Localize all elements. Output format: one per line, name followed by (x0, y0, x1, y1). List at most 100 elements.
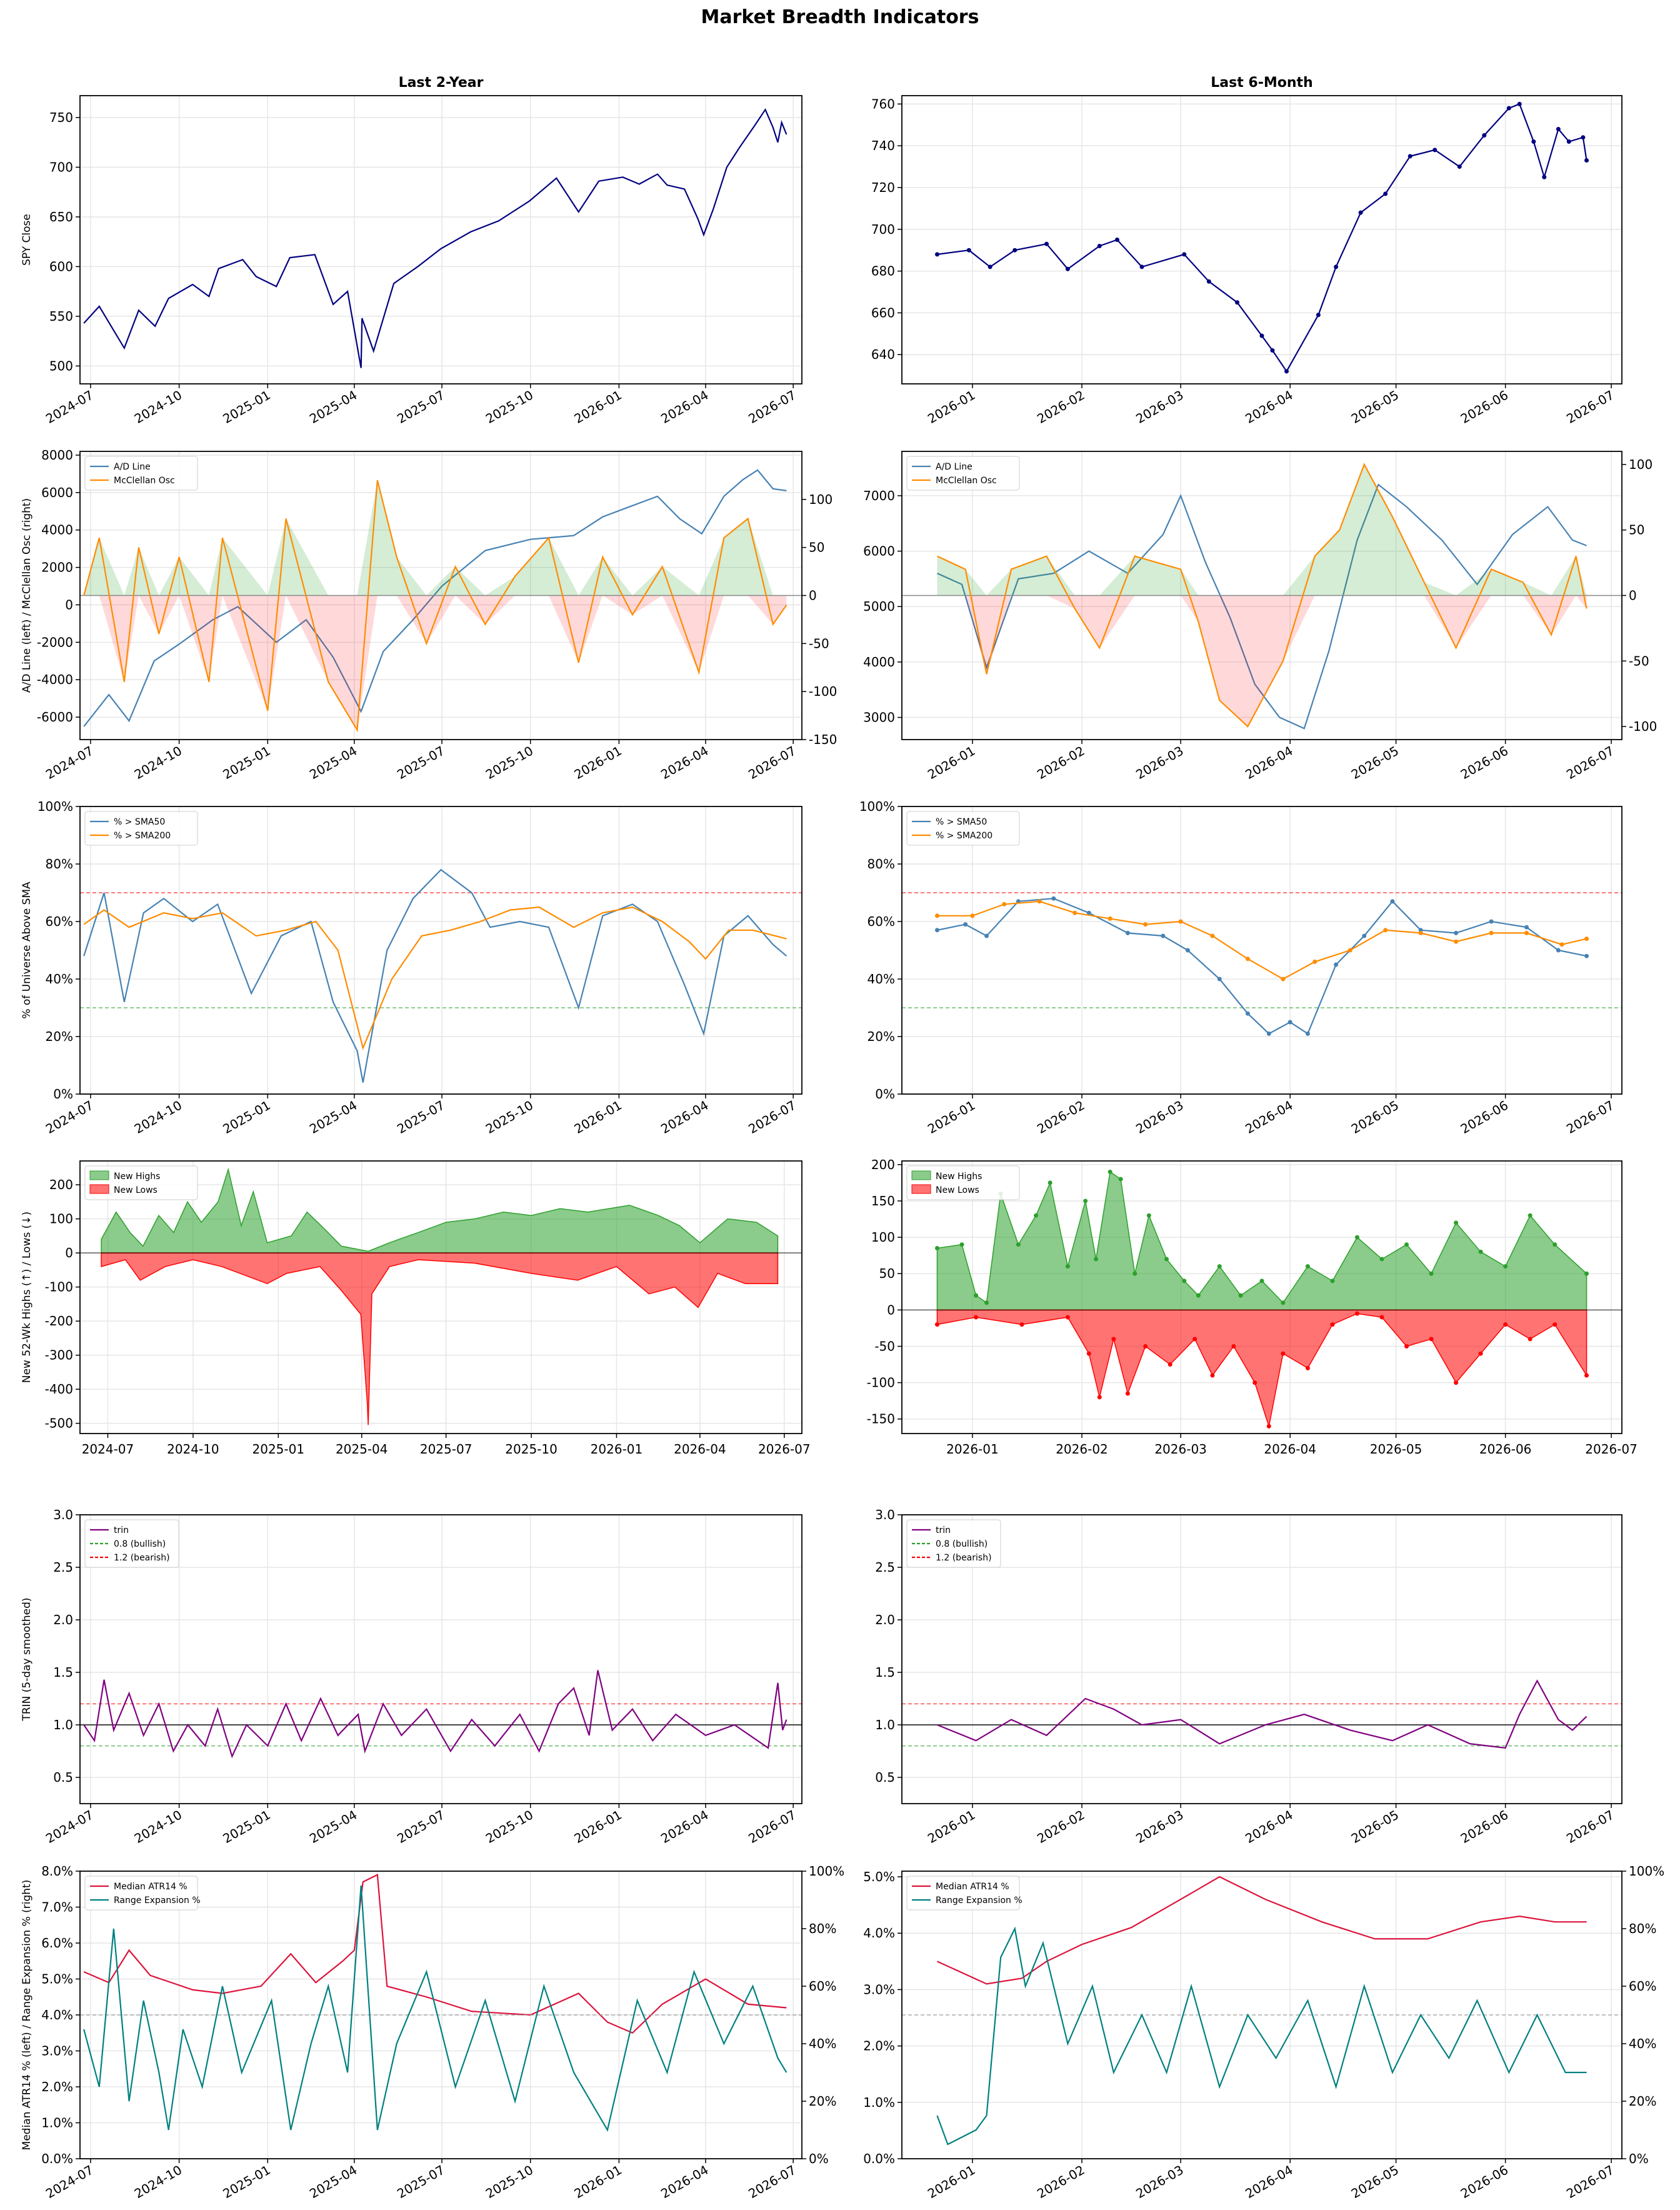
data-point (934, 928, 939, 933)
legend-label: 1.2 (bearish) (936, 1553, 992, 1563)
y-tick-label: 7.0% (41, 1900, 73, 1915)
series-line (937, 1876, 1587, 1985)
data-point (1454, 1380, 1459, 1385)
axes-frame (79, 95, 802, 384)
data-point (1270, 348, 1275, 353)
x-tick-label: 2026-04 (1242, 1098, 1295, 1137)
x-tick-label: 2026-03 (1133, 1807, 1186, 1847)
y2-tick-label: 80% (1629, 1921, 1656, 1936)
x-tick-label: 2026-01 (946, 1442, 999, 1457)
x-tick-label: 2026-04 (1242, 743, 1295, 783)
x-tick-label: 2026-06 (1458, 743, 1511, 783)
axes-frame (901, 1160, 1622, 1434)
data-point (1231, 1344, 1236, 1349)
legend-label: % > SMA50 (114, 817, 165, 827)
y-tick-label: 1.5 (53, 1665, 73, 1680)
legend-label: 0.8 (bullish) (114, 1539, 166, 1549)
data-point (1482, 133, 1487, 138)
series-line (83, 1670, 788, 1759)
legend-label: McClellan Osc (936, 476, 997, 486)
y-tick-label: 2.0% (863, 2039, 895, 2054)
data-point (1330, 1278, 1335, 1283)
x-tick-label: 2026-04 (1242, 388, 1295, 427)
y-tick-label: 0 (65, 1245, 73, 1260)
y-tick-label: 80% (868, 856, 895, 871)
y-tick-label: 0% (875, 1087, 895, 1102)
y2-tick-label: 40% (809, 2036, 836, 2051)
x-tick-label: 2026-07 (746, 1098, 798, 1137)
y-tick-label: 2000 (41, 560, 73, 575)
data-point (1581, 135, 1586, 140)
data-point (1037, 899, 1042, 904)
x-tick-label: 2026-03 (1154, 1442, 1207, 1457)
data-point (1531, 139, 1536, 144)
x-tick-label: 2026-07 (1564, 743, 1616, 783)
x-tick-label: 2025-04 (307, 388, 359, 427)
data-point (1034, 1213, 1039, 1218)
data-point (1503, 1264, 1508, 1269)
y2-tick-label: -50 (809, 636, 829, 651)
data-point (1019, 1322, 1024, 1327)
data-point (1217, 1264, 1222, 1269)
x-tick-label: 2026-07 (1564, 2162, 1616, 2202)
x-tick-label: 2026-07 (746, 2162, 798, 2202)
data-point (1097, 244, 1102, 249)
x-tick-label: 2026-07 (1585, 1442, 1638, 1457)
data-point (1281, 1300, 1286, 1305)
y-tick-label: 2.5 (875, 1560, 895, 1575)
y-tick-label: -200 (45, 1313, 73, 1329)
series-line (936, 1926, 1587, 2146)
y-tick-label: -100 (867, 1375, 895, 1390)
y-tick-label: 0.5 (53, 1770, 73, 1785)
column-title: Last 6-Month (1211, 75, 1312, 91)
x-tick-label: 2026-01 (572, 388, 624, 427)
y-tick-label: 6.0% (41, 1936, 73, 1951)
panel-spy-6m (898, 95, 1622, 388)
y2-tick-label: 100% (809, 1864, 844, 1879)
data-point (1418, 930, 1423, 935)
y-tick-label: 760 (871, 96, 895, 111)
legend-box (84, 1876, 198, 1911)
area-new-lows (936, 1309, 1588, 1427)
legend-swatch (89, 1170, 109, 1180)
x-tick-label: 2026-05 (1349, 743, 1401, 783)
panel-trin-6m (898, 1514, 1622, 1808)
y-tick-label: 4.0% (41, 2007, 73, 2022)
data-point (974, 1293, 979, 1298)
x-tick-label: 2026-02 (1034, 2162, 1087, 2202)
legend-swatch (911, 1184, 931, 1194)
data-point (1432, 148, 1438, 153)
x-tick-label: 2025-07 (420, 1442, 472, 1457)
data-point (1083, 1198, 1088, 1203)
x-tick-label: 2026-01 (572, 1807, 624, 1847)
data-point (1139, 264, 1144, 269)
data-point (1206, 279, 1211, 284)
y-tick-label: 2.0 (875, 1612, 895, 1627)
x-tick-label: 2026-05 (1349, 1098, 1401, 1137)
x-tick-label: 2026-05 (1349, 2162, 1401, 2202)
y-tick-label: 4000 (863, 655, 895, 670)
data-point (1108, 916, 1112, 921)
plot-area (902, 463, 1622, 730)
x-tick-label: 2025-04 (307, 1098, 359, 1137)
y2-tick-label: -100 (1629, 719, 1657, 734)
y2-tick-label: 40% (1629, 2036, 1656, 2051)
x-tick-label: 2026-07 (1564, 1807, 1616, 1847)
y-tick-label: 3.0 (53, 1507, 73, 1522)
series-line (937, 483, 1587, 730)
x-tick-label: 2025-01 (220, 743, 272, 783)
series-line (83, 469, 787, 727)
data-point (1182, 1278, 1187, 1283)
data-point (1305, 1031, 1310, 1036)
data-point (1584, 1373, 1589, 1378)
data-point (1111, 1337, 1116, 1342)
y-tick-label: 3.0% (41, 2044, 73, 2059)
axes-frame (901, 451, 1622, 740)
x-tick-label: 2024-10 (132, 743, 184, 783)
data-point (1334, 962, 1339, 967)
panel-atr-2y (76, 1871, 806, 2163)
x-tick-label: 2025-07 (394, 1098, 447, 1137)
y-tick-label: 80% (46, 856, 73, 871)
y-tick-label: 1.0% (863, 2095, 895, 2110)
legend-box (906, 1519, 1001, 1568)
